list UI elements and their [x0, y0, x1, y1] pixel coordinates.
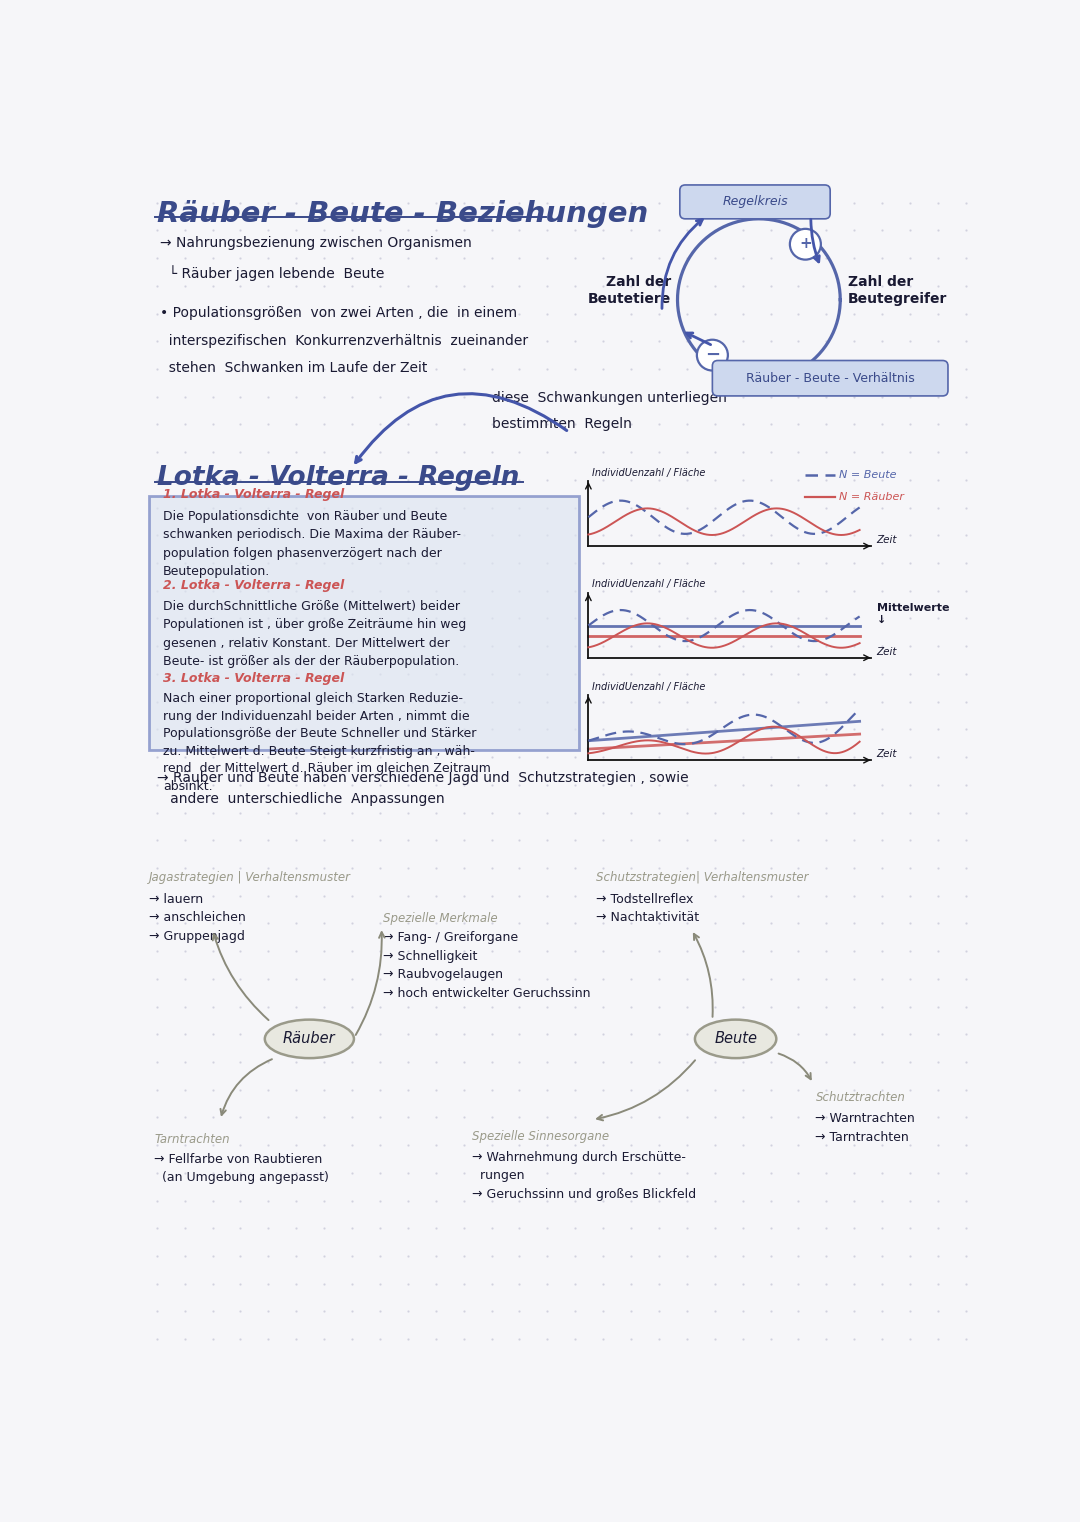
Text: Zahl der
Beutetiere: Zahl der Beutetiere — [588, 275, 672, 306]
Ellipse shape — [265, 1020, 354, 1058]
FancyBboxPatch shape — [713, 361, 948, 396]
Text: → Fang- / Greiforgane
→ Schnelligkeit
→ Raubvogelaugen
→ hoch entwickelter Geruc: → Fang- / Greiforgane → Schnelligkeit → … — [383, 931, 591, 1000]
Circle shape — [697, 339, 728, 370]
FancyBboxPatch shape — [679, 186, 831, 219]
Text: Zeit: Zeit — [877, 749, 897, 759]
Text: Räuber - Beute - Beziehungen: Räuber - Beute - Beziehungen — [157, 199, 648, 228]
Text: Schutzstrategien| Verhaltensmuster: Schutzstrategien| Verhaltensmuster — [596, 871, 809, 884]
Text: bestimmten  Regeln: bestimmten Regeln — [491, 417, 632, 431]
Text: 1. Lotka - Volterra - Regel: 1. Lotka - Volterra - Regel — [163, 489, 345, 501]
Text: −: − — [705, 345, 720, 364]
Text: Jagastrategien | Verhaltensmuster: Jagastrategien | Verhaltensmuster — [149, 871, 351, 884]
FancyBboxPatch shape — [149, 496, 579, 750]
Text: Räuber - Beute - Verhältnis: Räuber - Beute - Verhältnis — [746, 371, 915, 385]
Text: Schutztrachten: Schutztrachten — [815, 1091, 905, 1105]
Text: N = Räuber: N = Räuber — [839, 492, 904, 502]
Text: diese  Schwankungen unterliegen: diese Schwankungen unterliegen — [491, 391, 727, 405]
Text: IndividUenzahl / Fläche: IndividUenzahl / Fläche — [592, 580, 705, 589]
Text: Zeit: Zeit — [877, 647, 897, 658]
Text: Beute: Beute — [714, 1032, 757, 1047]
Text: Die durchSchnittliche Größe (Mittelwert) beider
Populationen ist , über große Ze: Die durchSchnittliche Größe (Mittelwert)… — [163, 600, 467, 668]
Text: N = Beute: N = Beute — [839, 470, 897, 481]
Text: 2. Lotka - Volterra - Regel: 2. Lotka - Volterra - Regel — [163, 580, 345, 592]
Text: Tarntrachten: Tarntrachten — [154, 1132, 230, 1146]
Text: Zahl der
Beutegreifer: Zahl der Beutegreifer — [848, 275, 947, 306]
Text: → Nahrungsbezienung zwischen Organismen: → Nahrungsbezienung zwischen Organismen — [160, 236, 472, 250]
Text: → Warntrachten
→ Tarntrachten: → Warntrachten → Tarntrachten — [815, 1113, 915, 1143]
Text: Spezielle Sinnesorgane: Spezielle Sinnesorgane — [472, 1129, 609, 1143]
Text: +: + — [799, 236, 812, 251]
Text: IndividUenzahl / Fläche: IndividUenzahl / Fläche — [592, 682, 705, 691]
Text: 3. Lotka - Volterra - Regel: 3. Lotka - Volterra - Regel — [163, 671, 345, 685]
Text: └ Räuber jagen lebende  Beute: └ Räuber jagen lebende Beute — [160, 265, 384, 282]
Text: → Fellfarbe von Raubtieren
  (an Umgebung angepasst): → Fellfarbe von Raubtieren (an Umgebung … — [154, 1152, 329, 1184]
Text: interspezifischen  Konkurrenzverhältnis  zueinander: interspezifischen Konkurrenzverhältnis z… — [160, 333, 528, 347]
Text: Die Populationsdichte  von Räuber und Beute
schwanken periodisch. Die Maxima der: Die Populationsdichte von Räuber und Beu… — [163, 510, 461, 578]
Text: Nach einer proportional gleich Starken Reduzie-
rung der Individuenzahl beider A: Nach einer proportional gleich Starken R… — [163, 693, 490, 793]
Text: IndividUenzahl / Fläche: IndividUenzahl / Fläche — [592, 467, 705, 478]
Text: → Todstellreflex
→ Nachtaktivität: → Todstellreflex → Nachtaktivität — [596, 892, 699, 924]
Text: Mittelwerte
↓: Mittelwerte ↓ — [877, 603, 949, 626]
Text: Zeit: Zeit — [877, 536, 897, 545]
Ellipse shape — [694, 1020, 777, 1058]
Text: Regelkreis: Regelkreis — [723, 195, 787, 209]
Text: stehen  Schwanken im Laufe der Zeit: stehen Schwanken im Laufe der Zeit — [160, 361, 428, 376]
Circle shape — [789, 228, 821, 260]
Text: • Populationsgrößen  von zwei Arten , die  in einem: • Populationsgrößen von zwei Arten , die… — [160, 306, 517, 320]
Text: Lotka - Volterra - Regeln: Lotka - Volterra - Regeln — [157, 466, 519, 492]
Text: Spezielle Merkmale: Spezielle Merkmale — [383, 912, 498, 925]
Text: → Wahrnehmung durch Erschütte-
  rungen
→ Geruchssinn und großes Blickfeld: → Wahrnehmung durch Erschütte- rungen → … — [472, 1151, 697, 1201]
Text: → Räuber und Beute haben verschiedene Jagd und  Schutzstrategien , sowie
   ande: → Räuber und Beute haben verschiedene Ja… — [157, 772, 688, 807]
Text: → lauern
→ anschleichen
→ Gruppenjagd: → lauern → anschleichen → Gruppenjagd — [149, 892, 246, 942]
Text: Räuber: Räuber — [283, 1032, 336, 1047]
